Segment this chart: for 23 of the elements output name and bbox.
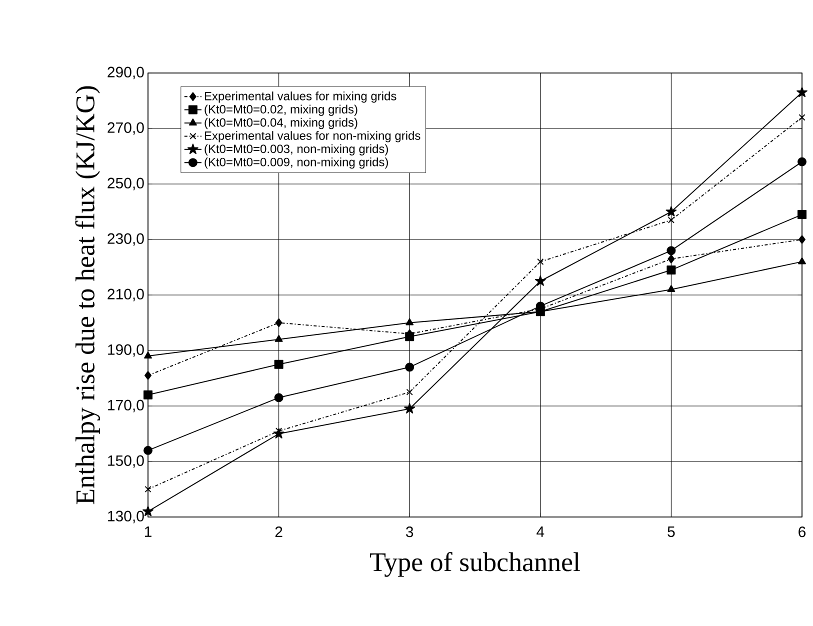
y-tick-label: 270,0 bbox=[108, 122, 144, 135]
x-tick-label: 3 bbox=[406, 526, 414, 538]
y-tick-label: 290,0 bbox=[108, 66, 144, 80]
x-tick-label: 4 bbox=[536, 526, 544, 537]
legend-label: Experimental values for non-mixing grids bbox=[204, 131, 420, 142]
y-tick-label: 150,0 bbox=[108, 455, 144, 468]
legend-label: Experimental values for mixing grids bbox=[204, 92, 396, 103]
y-axis-title: Enthalpy rise due to heat flux (KJ/KG) bbox=[75, 86, 100, 504]
x-tick-label: 6 bbox=[798, 526, 806, 538]
x-tick-label: 2 bbox=[275, 526, 282, 538]
y-tick-label: 130,0 bbox=[108, 510, 144, 524]
y-tick-label: 170,0 bbox=[108, 400, 144, 412]
y-tick-label: 230,0 bbox=[108, 233, 144, 246]
legend-label: (Kt0=Mt0=0.009, non-mixing grids) bbox=[204, 158, 388, 169]
y-tick-label: 190,0 bbox=[108, 344, 144, 357]
legend-label: (Kt0=Mt0=0.04, mixing grids) bbox=[204, 118, 358, 130]
legend-label: (Kt0=Mt0=0.003, non-mixing grids) bbox=[204, 144, 388, 156]
y-tick-label: 250,0 bbox=[108, 178, 144, 190]
x-tick-label: 1 bbox=[144, 526, 152, 537]
x-axis-title: Type of subchannel bbox=[370, 552, 580, 577]
x-tick-label: 5 bbox=[668, 526, 675, 537]
legend-label: (Kt0=Mt0=0.02, mixing grids) bbox=[204, 104, 358, 116]
y-tick-label: 210,0 bbox=[108, 288, 144, 302]
